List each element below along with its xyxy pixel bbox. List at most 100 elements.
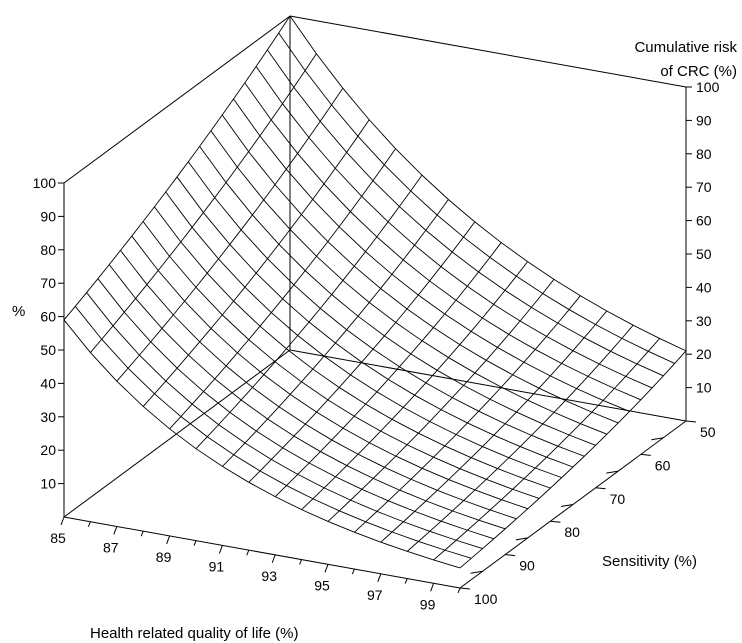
y-axis-tick [459,587,471,590]
surface-line-hrqol [176,176,574,468]
surface-line-sensitivity [274,242,502,497]
x-axis-tick-label: 89 [156,549,172,565]
y-axis-tick-label: 50 [700,424,716,440]
z-axis-right-tick-label: 70 [696,179,712,195]
surface-line-sensitivity [116,87,344,382]
z-axis-left-tick-label: 20 [40,442,56,458]
y-axis-tick [640,453,651,456]
y-axis-label: Sensitivity (%) [602,553,697,570]
z-axis-right-tick-label: 30 [696,313,712,329]
x-axis-tick-label: 87 [103,540,119,556]
x-axis-minor-tick [87,521,91,527]
surface-line-hrqol [267,49,664,377]
z-axis-label-left: % [12,303,25,320]
surface-line-hrqol [108,264,506,530]
x-axis-tick-label: 99 [420,596,436,612]
z-axis-right-tick-label: 90 [696,112,712,128]
x-axis-minor-tick [299,559,303,565]
x-axis-tick [218,545,223,554]
z-axis-right-tick-label: 20 [696,346,712,362]
surface-line-hrqol [154,206,551,489]
z-axis-left-tick-label: 40 [40,375,56,391]
x-axis-tick [60,516,65,526]
x-axis-tick [113,526,118,535]
z-axis-label-right-line1: Cumulative risk [634,39,737,56]
surface-line-hrqol [120,250,517,520]
surface-line-sensitivity [63,15,291,321]
surface-line-sensitivity [301,261,528,510]
z-axis-right-tick-label: 50 [696,246,712,262]
x-axis-tick [166,535,171,545]
surface-line-hrqol [97,278,495,540]
surface-line-hrqol [63,319,461,569]
z-axis-right-tick-label: 40 [696,279,712,295]
frame-edge [289,349,687,422]
surface-line-hrqol [131,235,528,510]
x-axis-tick-label: 97 [367,587,383,603]
z-axis-left-tick-label: 60 [40,309,56,325]
surface-line-hrqol [142,221,540,499]
surface-line-hrqol [255,66,653,389]
axis-ticks: 10 20 30 40 50 60 70 80 90 100 10 20 30 40 50 60 70 80 90 1… [33,79,720,612]
surface-line-hrqol [74,306,472,559]
x-axis-tick-label: 95 [314,577,330,593]
y-axis-minor-tick [470,570,483,574]
x-axis-minor-tick [246,549,250,556]
y-axis-minor-tick [560,504,574,507]
surface-line-sensitivity [459,350,687,569]
x-axis-tick [377,573,382,582]
x-axis-minor-tick [351,568,355,575]
z-axis-left-tick-label: 50 [40,342,56,358]
z-axis-label-right-line2: of CRC (%) [660,63,737,80]
z-axis-left-tick-label: 70 [40,275,56,291]
surface-line-sensitivity [406,324,634,552]
surface-line-sensitivity [142,119,370,407]
z-axis-left-tick-label: 30 [40,409,56,425]
x-axis-minor-tick [404,578,408,584]
frame-edge [63,15,291,184]
surface-line-sensitivity [354,295,581,533]
frame-edge [289,15,687,88]
chart-frame [63,15,687,589]
z-axis-right-tick-label: 100 [696,79,720,95]
surface-line-hrqol [165,191,562,479]
y-axis-tick [595,487,606,490]
frame-edge [63,349,291,518]
surface-line-hrqol [278,32,675,364]
surface-line-hrqol [221,114,619,424]
y-axis-tick [685,420,697,423]
surface-line-sensitivity [169,148,396,430]
surface-line-hrqol [244,82,641,401]
surface-line-sensitivity [327,279,555,522]
surface-line-hrqol [187,161,585,457]
x-axis-minor-tick [193,540,197,546]
y-axis-tick-label: 100 [474,591,498,607]
x-axis-tick-label: 93 [261,568,277,584]
z-axis-right-tick-label: 80 [696,146,712,162]
y-axis-minor-tick [651,437,664,441]
z-axis-right-tick-label: 60 [696,213,712,229]
x-axis-tick [324,564,329,573]
z-axis-left-tick-label: 10 [40,476,56,492]
surface-line-sensitivity [248,221,476,483]
surface-line-hrqol [210,130,608,435]
z-axis-left-tick-label: 90 [40,208,56,224]
y-axis-tick [550,520,561,523]
x-axis-tick [271,554,276,564]
surface-line-hrqol [199,146,596,446]
surface-mesh [63,15,687,569]
surface-line-hrqol [233,98,630,412]
z-axis-left-tick-label: 80 [40,242,56,258]
y-axis-minor-tick [606,470,619,474]
surface-line-sensitivity [380,310,608,543]
x-axis-tick [430,583,435,592]
surface-line-sensitivity [433,338,660,561]
frame-edge [63,516,461,589]
x-axis-tick-label: 85 [50,530,66,546]
y-axis-tick-label: 80 [564,524,580,540]
x-axis-tick-label: 91 [209,558,225,574]
surface-line-hrqol [86,292,483,550]
surface-line-sensitivity [195,174,423,449]
surface-line-sensitivity [222,199,449,467]
